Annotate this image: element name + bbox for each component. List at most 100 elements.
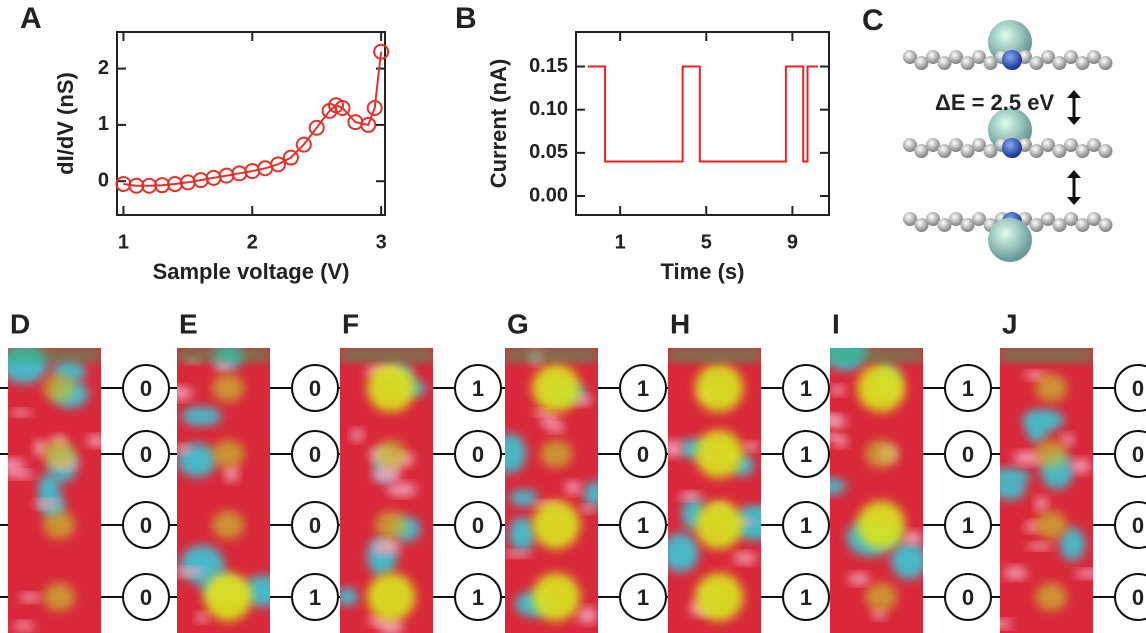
atom (1075, 144, 1090, 158)
stm-blob (1035, 440, 1068, 468)
bit-circle (291, 501, 339, 549)
bit-circle (782, 501, 830, 549)
stm-blob (43, 583, 76, 611)
data-point (270, 156, 287, 173)
bit-label: 1 (637, 513, 649, 538)
bit-label: 0 (1132, 376, 1144, 401)
data-point (282, 149, 299, 166)
stm-content (8, 348, 101, 633)
stm-pink (532, 409, 553, 416)
stm-image (668, 348, 761, 633)
x-tick-label: 5 (701, 231, 712, 253)
atom (1064, 212, 1078, 226)
bit-circle (291, 364, 339, 412)
stm-pink (545, 423, 565, 433)
stm-pink (581, 505, 596, 513)
bit-label: 0 (1132, 442, 1144, 467)
stm-content (505, 348, 598, 633)
stm-blob (695, 573, 744, 621)
panel-label: C (862, 4, 884, 37)
stm-blob (1035, 583, 1068, 611)
stm-blob (1035, 511, 1068, 539)
stm-pink (1070, 459, 1091, 473)
bit-label: 1 (962, 376, 974, 401)
data-point (141, 177, 158, 194)
atom (1075, 218, 1090, 232)
atom (937, 144, 952, 158)
bit-circle (122, 501, 170, 549)
bit-circle (122, 573, 170, 621)
data-line (587, 65, 819, 163)
atom (914, 56, 929, 70)
stm-pink (386, 483, 417, 497)
stm-pink (8, 459, 26, 472)
x-tick-label: 2 (247, 231, 258, 253)
stm-pink (830, 416, 847, 428)
stm-image (8, 348, 101, 633)
stm-pink (13, 621, 35, 631)
stm-blob (532, 573, 581, 621)
data-point (308, 119, 325, 136)
stm-content (668, 348, 761, 633)
panel-label: G (507, 308, 529, 339)
x-tick-label: 1 (615, 231, 626, 253)
bit-label: 0 (472, 513, 484, 538)
atom (960, 56, 975, 70)
stm-pink (830, 385, 846, 395)
atom (1098, 144, 1113, 158)
stm-blob (212, 511, 245, 539)
bit-label: 1 (962, 513, 974, 538)
bit-circle (1114, 501, 1146, 549)
x-tick-label: 9 (787, 231, 798, 253)
stm-pink (177, 445, 192, 455)
atom (960, 218, 975, 232)
bit-label: 1 (800, 442, 812, 467)
stm-pink (34, 499, 60, 509)
stm-pink (195, 613, 208, 623)
stm-blob (857, 364, 906, 412)
stm-blob (212, 440, 245, 468)
energy-label: ΔE = 2.5 eV (935, 90, 1054, 115)
bit-label: 0 (140, 585, 152, 610)
stm-blob (865, 583, 898, 611)
stm-blob (204, 573, 253, 621)
x-axis-label: Time (s) (661, 259, 745, 284)
stm-pink (19, 593, 41, 602)
stm-cyan (890, 541, 923, 580)
panel-label: F (342, 308, 359, 339)
y-tick-label: 0.10 (529, 98, 568, 120)
atom (1052, 218, 1067, 232)
stm-top (177, 348, 270, 362)
stm-cyan (1026, 416, 1047, 443)
atom (1098, 218, 1113, 232)
bit-circle (782, 573, 830, 621)
stm-cyan (583, 481, 598, 507)
stm-pink (505, 550, 532, 558)
y-tick-label: 1 (98, 113, 109, 135)
bit-label: 0 (1132, 513, 1144, 538)
bit-label: 1 (472, 585, 484, 610)
bit-label: 1 (472, 376, 484, 401)
stm-cyan (668, 533, 699, 573)
stm-image (340, 348, 433, 633)
stm-pink (668, 440, 683, 457)
stm-blob (375, 511, 408, 539)
stm-pink (1000, 619, 1013, 629)
bit-circle (1114, 573, 1146, 621)
y-axis-label: Current (nA) (486, 59, 511, 189)
panel-label: D (10, 308, 30, 339)
stm-pink (224, 465, 239, 482)
stm-pink (1004, 566, 1028, 579)
panel-label: A (20, 2, 42, 35)
bit-label: 0 (309, 442, 321, 467)
bit-label: 0 (962, 442, 974, 467)
atom (1029, 144, 1044, 158)
stm-pink (577, 607, 598, 624)
stm-image (505, 348, 598, 633)
data-point (295, 136, 312, 153)
bit-label: 0 (140, 442, 152, 467)
stm-cyan (505, 433, 527, 474)
atom (1041, 212, 1055, 226)
atom (972, 50, 986, 64)
stm-pink (903, 531, 923, 545)
